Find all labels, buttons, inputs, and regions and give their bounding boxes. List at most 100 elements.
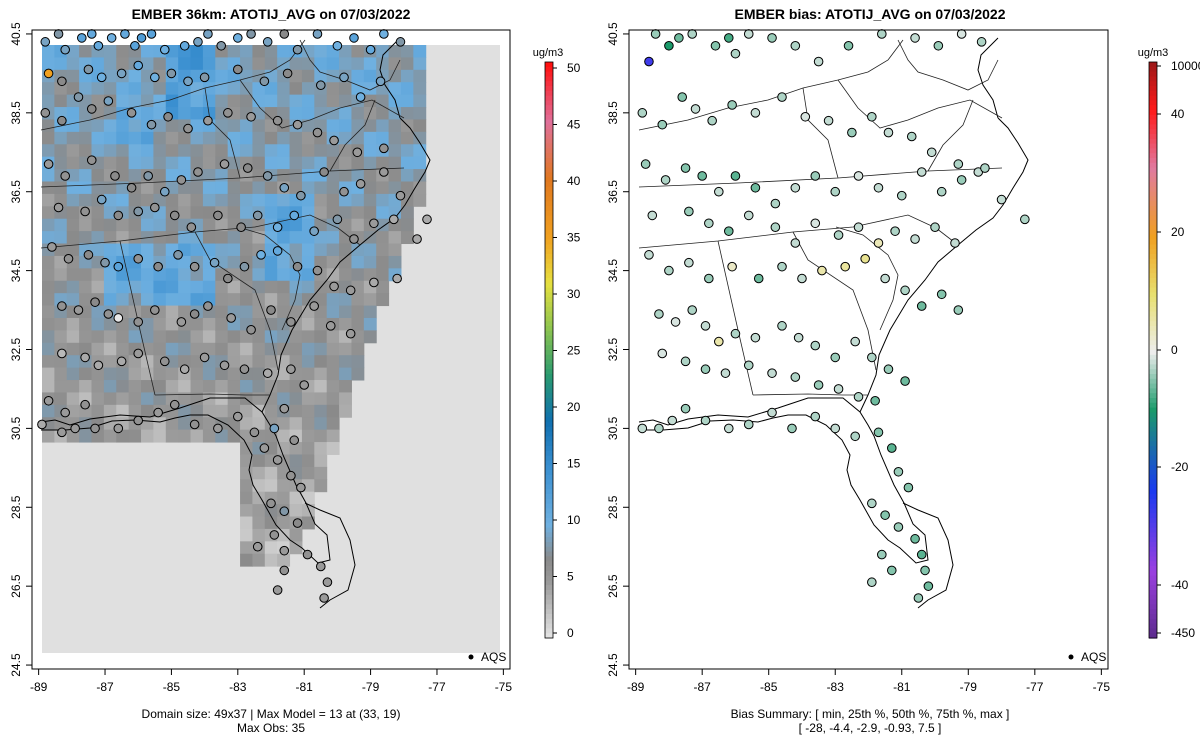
model-cell [252,491,266,505]
model-cell [165,255,179,269]
model-cell [215,243,229,257]
model-cell [339,169,352,182]
model-cell [128,231,142,245]
model-cell [141,293,154,307]
colorbar-step [545,633,553,639]
model-cell [202,181,216,195]
colorbar-step [545,618,553,625]
model-cell [289,330,303,344]
colorbar-step [1149,402,1157,409]
model-cell [289,392,303,406]
colorbar-step [1149,258,1157,265]
aqs-site-marker [777,261,787,272]
model-cell [326,82,340,96]
model-cell [240,119,253,133]
model-cell [66,231,80,245]
model-cell [103,342,117,356]
model-cell [388,82,402,96]
model-cell [227,367,241,381]
aqs-site-marker [332,40,343,51]
model-cell [202,131,216,145]
colorbar-step [1149,575,1157,581]
aqs-site-marker [146,119,157,130]
model-cell [400,218,414,232]
model-cell [153,119,167,133]
aqs-site-marker [189,261,200,272]
model-cell [301,243,315,257]
aqs-site-marker [980,163,990,173]
x-tick-label: -83 [229,680,247,694]
model-cell [128,280,142,294]
aqs-site-marker [133,348,144,359]
model-cell [388,243,402,257]
aqs-site-marker [840,261,851,272]
colorbar-step [545,354,553,361]
aqs-site-marker [80,206,90,217]
colorbar-step [545,407,553,413]
aqs-site-marker [349,33,359,43]
model-cell [42,268,55,282]
model-cell [314,255,328,269]
model-cell [227,193,241,207]
y-tick-label: 38.5 [9,101,23,125]
colorbar-label: -20 [1171,460,1189,474]
aqs-site-marker [389,214,399,225]
colorbar-label: 5 [567,570,574,584]
model-cell [42,280,55,294]
aqs-site-marker [700,415,711,426]
aqs-site-marker [96,72,107,83]
y-tick-label: 30.5 [606,416,620,440]
model-cell [277,305,291,319]
model-cell [128,429,142,443]
model-cell [215,231,229,245]
model-cell [190,82,204,96]
colorbar-step [1149,210,1157,217]
aqs-site-marker [116,68,127,79]
model-cell [326,342,340,356]
aqs-site-marker [830,423,841,434]
model-cell [227,255,241,269]
colorbar-step [1149,177,1157,183]
model-cell [240,231,253,245]
colorbar-step [1149,407,1157,413]
colorbar-step [1149,378,1157,385]
aqs-site-marker [787,423,797,434]
colorbar-step [545,230,553,236]
aqs-site-marker [926,147,937,158]
model-cell [388,156,402,170]
colorbar-step [545,182,553,188]
colorbar-step [1149,609,1157,615]
model-cell [190,119,204,133]
model-cell [339,367,352,381]
model-cell [301,206,315,220]
model-cell [79,169,93,182]
model-cell [116,57,130,71]
model-cell [190,181,204,195]
colorbar-step [545,263,553,269]
model-cell [202,231,216,245]
aqs-site-marker [790,372,801,382]
x-tick-label: -77 [428,680,446,694]
model-cell [351,107,365,120]
model-cell [289,541,303,555]
aqs-site-marker [700,321,711,331]
model-cell [289,305,303,319]
model-cell [116,404,130,418]
model-cell [252,528,266,542]
colorbar-step [545,316,553,322]
model-cell [42,330,55,344]
aqs-site-marker [292,44,303,55]
colorbar-step [1149,292,1157,298]
model-cell [388,119,402,133]
model-cell [165,231,179,245]
model-cell [66,131,80,145]
colorbar-step [545,575,553,581]
colorbar-step [1149,244,1157,250]
model-cell [277,417,291,431]
model-cell [363,243,377,257]
model-cell [301,404,315,418]
model-cell [227,243,241,257]
model-cell [289,442,303,455]
model-cell [351,45,365,58]
aqs-site-marker [714,336,724,347]
